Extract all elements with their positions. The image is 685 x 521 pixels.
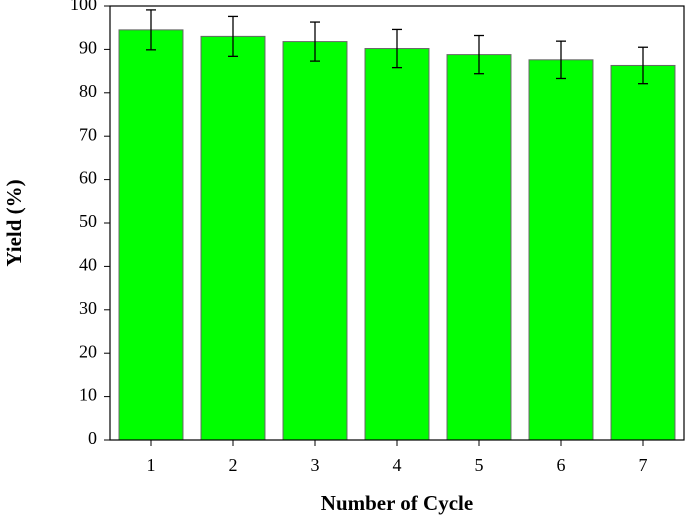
bar <box>282 41 348 441</box>
error-bar <box>392 28 402 69</box>
x-axis-title: Number of Cycle <box>321 491 473 515</box>
y-tick-label: 20 <box>79 341 97 361</box>
y-tick-label: 80 <box>79 81 97 101</box>
y-tick-label: 100 <box>70 0 97 14</box>
y-axis-title: Yield (%) <box>2 179 26 266</box>
error-bar <box>228 15 238 57</box>
y-tick-label: 30 <box>79 298 97 318</box>
error-bar <box>474 34 484 75</box>
y-tick-label: 0 <box>88 428 97 448</box>
error-bar <box>556 40 566 80</box>
y-tick-label: 70 <box>79 124 97 144</box>
y-tick-label: 10 <box>79 385 97 405</box>
bar <box>118 29 184 441</box>
x-tick-label: 6 <box>557 455 566 475</box>
bar <box>528 59 594 441</box>
y-tick-label: 50 <box>79 211 97 231</box>
x-tick-label: 7 <box>639 455 648 475</box>
y-tick-label: 60 <box>79 168 97 188</box>
x-tick-label: 4 <box>393 455 402 475</box>
x-tick-label: 3 <box>311 455 320 475</box>
y-tick-label: 90 <box>79 38 97 58</box>
bar <box>200 35 266 441</box>
y-tick-label: 40 <box>79 255 97 275</box>
error-bar <box>638 46 648 85</box>
plot-frame <box>109 5 685 441</box>
x-tick-label: 2 <box>229 455 238 475</box>
x-tick-label: 5 <box>475 455 484 475</box>
x-tick-label: 1 <box>147 455 156 475</box>
error-bar <box>146 9 156 51</box>
bar <box>446 54 512 441</box>
bar <box>610 64 676 441</box>
error-bar <box>310 21 320 62</box>
bar <box>364 48 430 441</box>
